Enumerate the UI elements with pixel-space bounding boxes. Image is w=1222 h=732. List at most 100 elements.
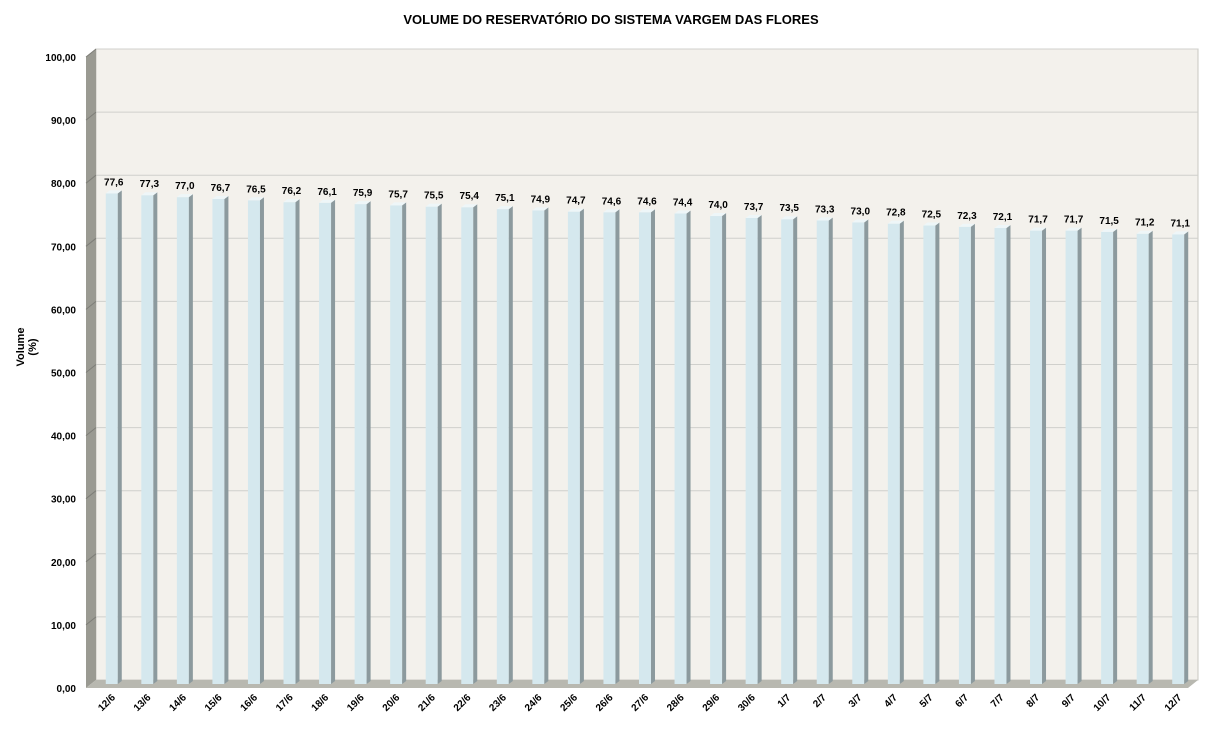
y-tick-label: 100,00 <box>45 53 76 64</box>
bar-top <box>852 219 869 223</box>
bar-side <box>331 199 336 684</box>
x-tick-label: 13/6 <box>132 692 154 714</box>
bar-side <box>259 197 264 684</box>
x-tick-label: 22/6 <box>452 692 474 714</box>
data-label: 75,1 <box>495 193 515 204</box>
data-label: 76,5 <box>246 184 266 195</box>
gridline-side <box>85 364 97 373</box>
data-label: 76,7 <box>211 183 231 194</box>
bar-top <box>639 209 655 213</box>
x-tick-label: 10/7 <box>1092 692 1114 714</box>
bar <box>532 210 545 685</box>
x-tick-label: 8/7 <box>1025 692 1043 710</box>
x-tick-label: 6/7 <box>953 692 971 710</box>
bar-top <box>141 192 158 196</box>
bar-top <box>1136 230 1153 234</box>
bar-top <box>1065 227 1082 231</box>
gridline-side <box>85 490 97 500</box>
data-label: 71,7 <box>1028 215 1048 226</box>
x-tick-label: 19/6 <box>345 692 367 714</box>
x-tick-label: 1/7 <box>776 692 794 710</box>
data-label: 74,9 <box>531 194 551 205</box>
bar <box>567 211 580 684</box>
bar <box>852 222 865 684</box>
bar-top <box>994 225 1011 229</box>
x-tick-label: 16/6 <box>239 692 261 714</box>
x-tick-label: 21/6 <box>416 692 438 714</box>
bar-side <box>188 194 193 684</box>
y-tick-label: 40,00 <box>51 432 76 443</box>
x-tick-label: 17/6 <box>274 692 296 714</box>
x-tick-label: 30/6 <box>736 692 758 714</box>
bar <box>105 193 118 684</box>
y-tick-label: 30,00 <box>51 495 76 506</box>
bar-side <box>1148 230 1153 684</box>
y-tick-label: 10,00 <box>51 621 76 632</box>
bar <box>1030 230 1043 684</box>
data-label: 72,1 <box>993 212 1013 223</box>
data-label: 75,4 <box>460 191 480 202</box>
bar <box>603 212 616 685</box>
bar <box>994 228 1007 684</box>
x-tick-label: 23/6 <box>487 692 509 714</box>
data-label: 73,0 <box>851 206 871 217</box>
bar <box>923 225 936 684</box>
bar-side <box>508 206 513 684</box>
bar <box>710 216 723 684</box>
data-label: 77,0 <box>175 181 195 192</box>
data-label: 74,6 <box>602 196 622 207</box>
bar <box>887 223 900 684</box>
bar-top <box>496 206 513 210</box>
bar-top <box>745 214 762 218</box>
bar <box>816 220 829 685</box>
data-label: 74,0 <box>708 200 728 211</box>
bar-top <box>816 217 833 221</box>
bar-top <box>887 220 904 224</box>
data-label: 75,9 <box>353 188 373 199</box>
bar-top <box>958 223 975 227</box>
x-tick-label: 20/6 <box>381 692 403 714</box>
bar <box>674 213 687 684</box>
y-tick-label: 90,00 <box>51 116 76 127</box>
bar-side <box>828 217 833 685</box>
bar-side <box>651 209 655 685</box>
bar-side <box>579 208 584 684</box>
bar <box>461 207 474 684</box>
bar-side <box>473 204 478 684</box>
bar <box>425 206 438 684</box>
bar <box>390 205 403 684</box>
data-label: 74,6 <box>637 196 657 207</box>
data-label: 73,5 <box>779 203 799 214</box>
bar-side <box>970 223 975 685</box>
bar-side <box>224 196 229 684</box>
bar-top <box>567 208 584 212</box>
x-tick-label: 12/7 <box>1163 692 1185 714</box>
data-label: 72,3 <box>957 211 977 222</box>
bar-side <box>899 220 904 684</box>
gridline-side <box>85 237 97 247</box>
data-label: 77,3 <box>140 179 160 190</box>
y-tick-label: 60,00 <box>51 305 76 316</box>
x-tick-label: 2/7 <box>811 692 829 710</box>
bar-side <box>153 192 158 684</box>
bar <box>354 204 367 685</box>
x-tick-label: 26/6 <box>594 692 616 714</box>
x-tick-label: 24/6 <box>523 692 545 714</box>
gridline-side <box>85 427 97 436</box>
y-tick-label: 20,00 <box>51 558 76 569</box>
bar-top <box>390 202 407 206</box>
bar-side <box>544 207 549 685</box>
x-tick-label: 4/7 <box>882 692 900 710</box>
y-tick-label: 0,00 <box>57 684 77 695</box>
gridline-side <box>85 48 97 58</box>
y-tick-label: 50,00 <box>51 369 76 380</box>
bar <box>212 199 225 684</box>
data-label: 75,5 <box>424 191 444 202</box>
data-label: 76,1 <box>317 187 337 198</box>
x-tick-label: 25/6 <box>558 692 580 714</box>
bar-top <box>425 203 442 207</box>
bar-top <box>461 204 478 208</box>
bar <box>639 212 651 685</box>
bar <box>247 200 260 684</box>
x-tick-label: 7/7 <box>989 692 1007 710</box>
